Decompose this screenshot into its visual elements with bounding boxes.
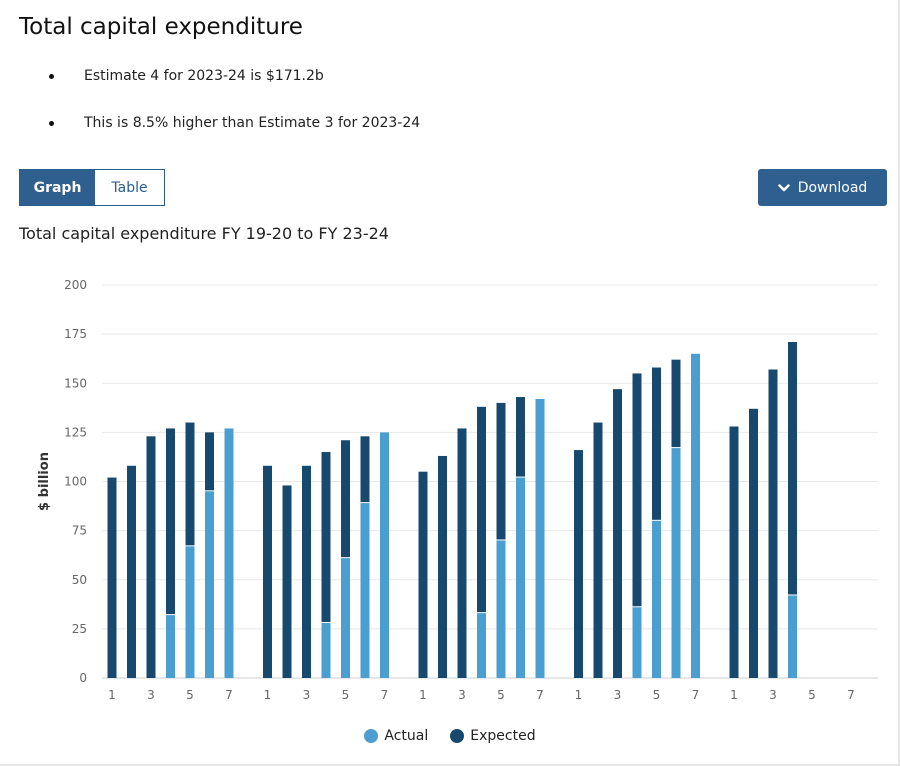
bar-expected [438, 455, 447, 678]
x-tick-label: 3 [458, 688, 466, 702]
bar-expected [282, 485, 292, 678]
bar-expected [341, 440, 350, 558]
y-tick-label: 125 [64, 425, 87, 439]
y-tick-label: 0 [79, 671, 87, 685]
x-tick-label: 3 [147, 688, 155, 702]
bar-expected [768, 369, 778, 678]
x-tick-label: 7 [692, 688, 700, 702]
bar-expected [574, 450, 583, 678]
y-tick-label: 150 [64, 376, 87, 390]
bar-expected [516, 397, 525, 477]
x-tick-label: 5 [808, 688, 816, 702]
chevron-down-icon [778, 183, 790, 191]
x-tick-label: 7 [847, 688, 855, 702]
bar-expected [127, 465, 136, 678]
bar-actual [477, 613, 486, 678]
bar-expected [457, 428, 467, 678]
bar-actual [166, 615, 175, 678]
bar-expected [302, 465, 311, 678]
x-tick-label: 3 [614, 688, 622, 702]
x-tick-label: 5 [653, 688, 661, 702]
frame-border-bottom [0, 764, 900, 766]
bar-expected [788, 341, 797, 595]
bar-actual [535, 398, 545, 678]
bar-actual [632, 607, 642, 678]
download-label: Download [797, 179, 868, 196]
view-toggle: Graph Table [19, 169, 165, 206]
bar-actual [516, 477, 525, 678]
x-tick-label: 1 [730, 688, 738, 702]
bar-actual [671, 448, 681, 678]
summary-bullet: Estimate 4 for 2023-24 is $171.2b [0, 62, 420, 109]
x-tick-label: 7 [536, 688, 544, 702]
bar-actual [205, 491, 214, 678]
bar-expected [477, 406, 486, 613]
x-tick-label: 1 [108, 688, 116, 702]
bar-expected [632, 373, 642, 607]
legend-item-actual[interactable]: Actual [364, 728, 428, 744]
bar-expected [652, 367, 661, 520]
summary-bullet: This is 8.5% higher than Estimate 3 for … [0, 109, 420, 156]
bar-expected [671, 359, 681, 448]
x-tick-label: 1 [419, 688, 427, 702]
bar-expected [166, 428, 175, 615]
download-button[interactable]: Download [758, 169, 887, 206]
page-title: Total capital expenditure [19, 14, 303, 40]
x-tick-label: 5 [497, 688, 505, 702]
y-tick-label: 75 [72, 524, 87, 538]
bar-actual [321, 622, 331, 678]
frame-border-right [898, 0, 900, 766]
y-tick-label: 25 [72, 622, 87, 636]
y-tick-label: 175 [64, 327, 87, 341]
tab-table[interactable]: Table [95, 170, 164, 205]
bar-actual [691, 353, 700, 678]
bar-actual [341, 558, 350, 678]
bar-expected [613, 389, 622, 678]
bar-expected [749, 408, 758, 678]
bar-expected [418, 471, 428, 678]
bar-expected [263, 465, 272, 678]
x-tick-label: 5 [186, 688, 194, 702]
x-tick-label: 7 [225, 688, 233, 702]
bar-expected [205, 432, 214, 491]
bar-actual [380, 432, 389, 678]
bar-expected [593, 422, 603, 678]
x-tick-label: 3 [303, 688, 311, 702]
bar-actual [360, 503, 370, 678]
bar-expected [496, 402, 506, 540]
bar-expected [107, 477, 117, 678]
bar-actual [185, 546, 195, 678]
y-tick-label: 200 [64, 278, 87, 292]
bar-expected [360, 436, 370, 503]
bar-actual [496, 540, 506, 678]
x-tick-label: 1 [264, 688, 272, 702]
y-tick-label: 100 [64, 475, 87, 489]
legend-swatch-actual [364, 729, 379, 743]
bar-expected [185, 422, 195, 546]
x-tick-label: 5 [342, 688, 350, 702]
bar-expected [729, 426, 739, 678]
x-tick-label: 3 [769, 688, 777, 702]
chart-legend: Actual Expected [0, 728, 900, 744]
bar-expected [146, 436, 156, 678]
x-tick-label: 1 [575, 688, 583, 702]
y-tick-label: 50 [72, 573, 87, 587]
bar-actual [224, 428, 234, 678]
legend-label-expected: Expected [470, 728, 536, 744]
x-tick-label: 7 [381, 688, 389, 702]
legend-swatch-expected [450, 729, 465, 743]
legend-label-actual: Actual [384, 728, 429, 744]
summary-bullets: Estimate 4 for 2023-24 is $171.2b This i… [0, 62, 420, 156]
legend-item-expected[interactable]: Expected [450, 728, 536, 744]
bar-actual [788, 595, 797, 678]
tab-graph[interactable]: Graph [20, 170, 95, 205]
chart-title: Total capital expenditure FY 19-20 to FY… [19, 224, 389, 243]
bar-expected [321, 452, 331, 622]
y-axis-label: $ billion [37, 452, 52, 511]
bar-actual [652, 520, 661, 678]
